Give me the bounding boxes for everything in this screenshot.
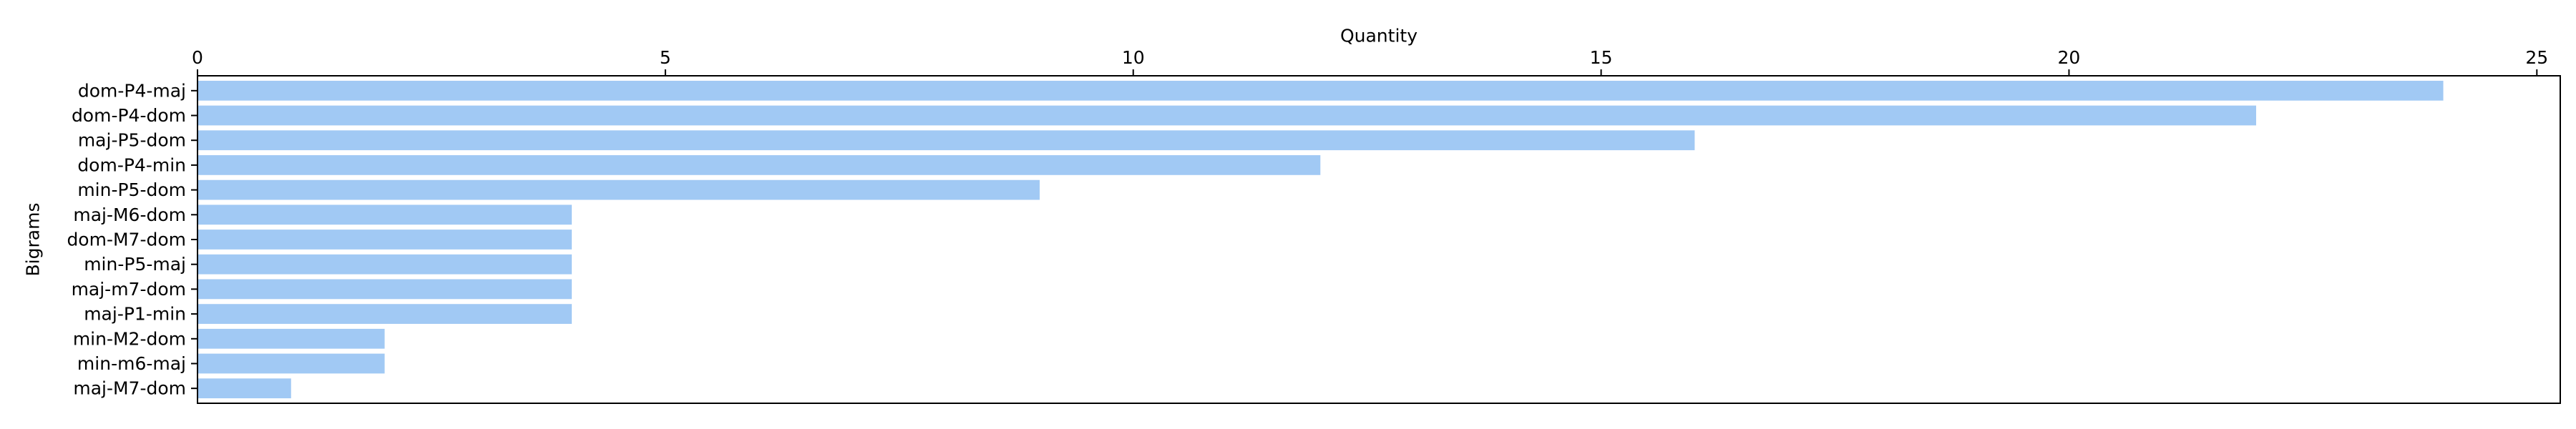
y-axis-ticks: dom-P4-maj dom-P4-dom maj-P5-dom dom-P4-min… [67, 80, 197, 399]
bar-maj-m7-dom [197, 279, 572, 300]
bar-maj-M6-dom [197, 204, 572, 225]
y-tick-label: min-P5-maj [84, 254, 186, 275]
y-tick-label: min-M2-dom [73, 328, 186, 349]
y-tick-label: min-m6-maj [77, 353, 186, 374]
bar-maj-P1-min [197, 304, 572, 324]
y-tick-label: maj-P5-dom [78, 130, 186, 151]
bars-group [197, 80, 2444, 399]
x-tick-label: 10 [1122, 47, 1145, 68]
bar-min-M2-dom [197, 328, 385, 349]
y-tick-label: dom-P4-maj [78, 80, 186, 101]
bar-maj-M7-dom [197, 378, 291, 399]
y-axis-title: Bigrams [23, 203, 44, 277]
bar-dom-P4-maj [197, 80, 2444, 101]
y-tick-label: dom-M7-dom [67, 230, 186, 250]
bar-dom-P4-min [197, 155, 1321, 175]
y-tick-label: maj-M7-dom [73, 378, 186, 399]
bar-min-P5-maj [197, 254, 572, 275]
x-tick-label: 0 [192, 47, 203, 68]
bar-min-P5-dom [197, 179, 1040, 200]
y-tick-label: min-P5-dom [77, 179, 186, 200]
x-tick-label: 20 [2058, 47, 2081, 68]
y-tick-label: maj-M6-dom [73, 204, 186, 225]
bar-dom-P4-dom [197, 105, 2256, 126]
x-tick-label: 5 [660, 47, 671, 68]
x-axis-title: Quantity [1340, 26, 1418, 46]
y-tick-label: maj-P1-min [84, 304, 186, 325]
bar-dom-M7-dom [197, 230, 572, 250]
y-tick-label: dom-P4-dom [72, 105, 186, 126]
x-tick-label: 15 [1590, 47, 1613, 68]
y-tick-label: dom-P4-min [77, 154, 186, 175]
x-axis-ticks: 0 5 10 15 20 25 [192, 47, 2548, 76]
bar-min-m6-maj [197, 353, 385, 374]
bar-maj-P5-dom [197, 130, 1695, 151]
y-tick-label: maj-m7-dom [72, 279, 186, 300]
x-tick-label: 25 [2525, 47, 2548, 68]
